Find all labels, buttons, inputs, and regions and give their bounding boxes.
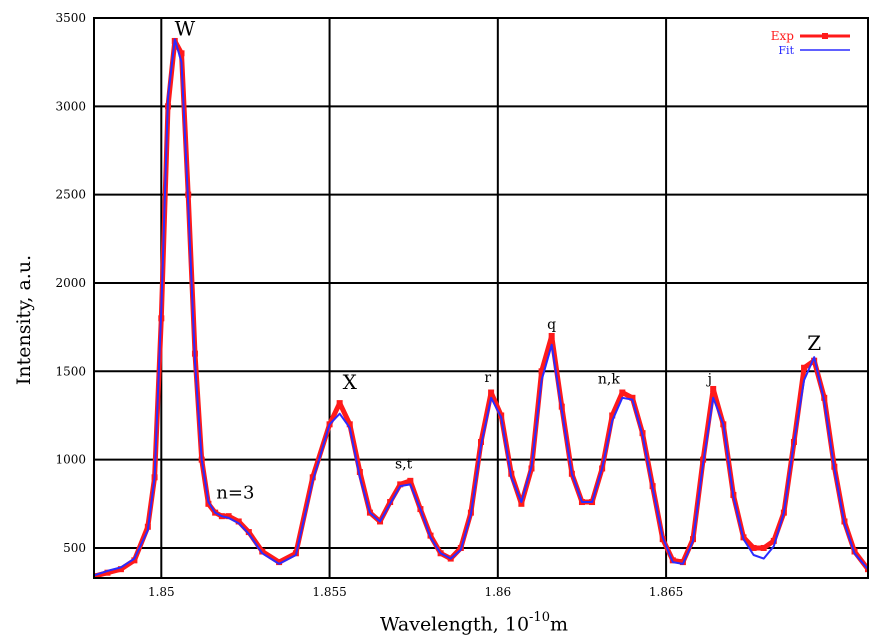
series-layer xyxy=(94,37,868,578)
exp-data-point xyxy=(336,400,343,407)
y-axis-label-wrap: Intensity, a.u. xyxy=(4,200,44,440)
exp-data-point xyxy=(770,537,777,544)
y-tick-label: 500 xyxy=(63,541,86,555)
exp-data-point xyxy=(276,559,283,566)
exp-data-point xyxy=(488,389,495,396)
exp-data-point xyxy=(407,477,414,484)
exp-data-point xyxy=(865,566,868,573)
exp-data-point xyxy=(397,481,404,488)
peak-label: n=3 xyxy=(216,483,254,504)
y-tick-label: 2500 xyxy=(55,188,86,202)
x-axis-label: Wavelength, 10-10m xyxy=(380,610,568,636)
exp-data-point xyxy=(548,332,555,339)
peak-label: Z xyxy=(807,331,821,355)
series-fit-line xyxy=(94,38,868,577)
x-axis-label-exponent: -10 xyxy=(529,610,550,625)
x-axis-label-text: Wavelength, 10 xyxy=(380,613,530,636)
x-axis-label-unit: m xyxy=(549,613,568,636)
peak-label: n,k xyxy=(598,372,620,388)
annotation-layer: Wn=3 Xs,t r q n,k j Z xyxy=(175,17,822,504)
exp-data-point xyxy=(619,389,626,396)
exp-data-point xyxy=(518,500,525,507)
legend-background xyxy=(754,24,858,58)
exp-data-point xyxy=(356,469,363,476)
peak-label: j xyxy=(706,372,712,388)
peak-label: r xyxy=(484,370,491,386)
x-tick-label: 1.865 xyxy=(649,585,683,599)
legend-label-exp: Exp xyxy=(771,29,795,43)
exp-data-point xyxy=(117,566,124,573)
exp-data-point xyxy=(131,557,138,564)
x-tick-label: 1.855 xyxy=(312,585,346,599)
x-tick-label: 1.86 xyxy=(484,585,511,599)
exp-data-point xyxy=(750,544,757,551)
series-fit xyxy=(94,38,868,577)
y-tick-label: 1000 xyxy=(55,453,86,467)
exp-data-point xyxy=(629,394,636,401)
y-tick-label: 3500 xyxy=(55,11,86,25)
y-tick-label: 2000 xyxy=(55,276,86,290)
peak-label: W xyxy=(175,17,196,41)
peak-label: X xyxy=(343,370,358,394)
y-axis-label: Intensity, a.u. xyxy=(13,254,35,386)
exp-data-point xyxy=(760,544,767,551)
peak-label: s,t xyxy=(395,456,413,472)
legend-label-fit: Fit xyxy=(778,44,794,57)
x-tick-label: 1.85 xyxy=(148,585,175,599)
exp-data-point xyxy=(178,50,185,57)
exp-data-point xyxy=(235,518,242,525)
y-tick-label: 1500 xyxy=(55,364,86,378)
tick-label-layer: 1.85 1.855 1.86 1.865 500 1000 1500 2000 2500 300… xyxy=(55,11,683,599)
grid-layer xyxy=(94,18,868,578)
peak-label: q xyxy=(547,317,556,333)
exp-data-point xyxy=(609,412,616,419)
exp-data-point xyxy=(538,368,545,375)
exp-data-point xyxy=(801,364,808,371)
legend-marker-exp xyxy=(822,33,828,39)
y-tick-label: 3000 xyxy=(55,99,86,113)
series-exp-line xyxy=(94,38,868,578)
plot-frame xyxy=(93,17,869,579)
exp-data-point xyxy=(245,529,252,536)
exp-data-point xyxy=(225,513,232,520)
exp-data-point xyxy=(710,385,717,392)
exp-data-point xyxy=(346,421,353,428)
exp-data-point xyxy=(104,569,111,576)
